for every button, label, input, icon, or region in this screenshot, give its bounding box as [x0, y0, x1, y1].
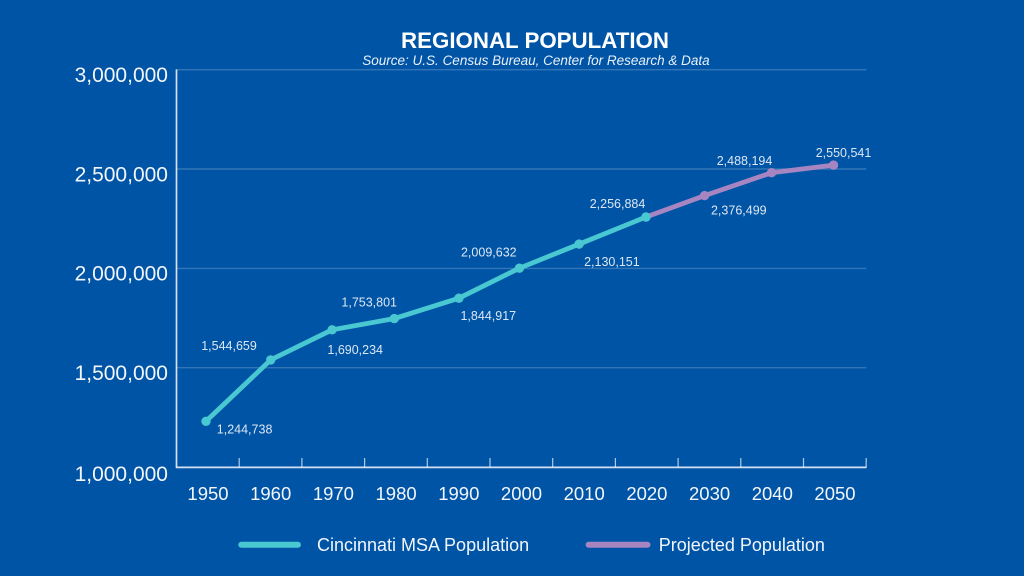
svg-text:1970: 1970: [313, 483, 354, 504]
svg-text:1980: 1980: [376, 483, 417, 504]
svg-text:2010: 2010: [564, 483, 605, 504]
svg-text:2000: 2000: [501, 483, 542, 504]
svg-text:2,500,000: 2,500,000: [75, 163, 168, 186]
svg-text:1,244,738: 1,244,738: [217, 423, 273, 437]
svg-text:2,000,000: 2,000,000: [75, 263, 168, 286]
svg-text:2,488,194: 2,488,194: [717, 154, 773, 168]
svg-text:REGIONAL POPULATION: REGIONAL POPULATION: [401, 28, 669, 53]
svg-text:1,844,917: 1,844,917: [460, 309, 516, 323]
svg-text:Source: U.S. Census Bureau, Ce: Source: U.S. Census Bureau, Center for R…: [362, 53, 710, 68]
svg-text:1,690,234: 1,690,234: [327, 343, 383, 357]
svg-text:2,130,151: 2,130,151: [584, 255, 640, 269]
svg-text:1960: 1960: [250, 483, 291, 504]
svg-text:2040: 2040: [752, 483, 793, 504]
svg-text:Projected Population: Projected Population: [659, 535, 825, 555]
svg-text:2,256,884: 2,256,884: [590, 197, 646, 211]
svg-text:1990: 1990: [438, 483, 479, 504]
svg-text:2020: 2020: [626, 483, 667, 504]
svg-text:2,550,541: 2,550,541: [816, 146, 872, 160]
svg-text:2030: 2030: [689, 483, 730, 504]
svg-text:1,500,000: 1,500,000: [75, 362, 168, 385]
svg-text:1,753,801: 1,753,801: [341, 296, 397, 310]
svg-text:2,376,499: 2,376,499: [711, 204, 767, 218]
svg-text:1950: 1950: [187, 483, 228, 504]
svg-text:2,009,632: 2,009,632: [461, 246, 517, 260]
svg-text:1,000,000: 1,000,000: [75, 463, 168, 486]
svg-text:3,000,000: 3,000,000: [75, 64, 168, 87]
svg-text:Cincinnati MSA Population: Cincinnati MSA Population: [317, 535, 529, 555]
svg-text:2050: 2050: [814, 483, 855, 504]
svg-text:1,544,659: 1,544,659: [201, 339, 257, 353]
